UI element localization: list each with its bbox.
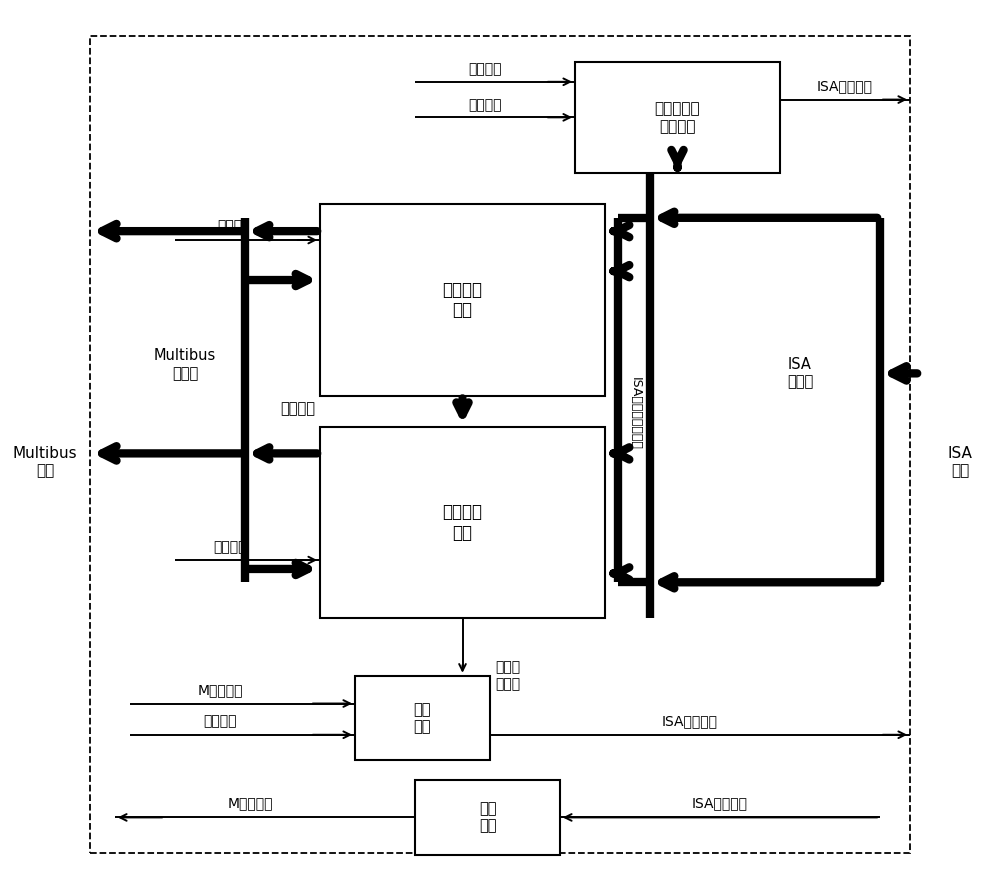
- Text: 状态转移
电路: 状态转移 电路: [442, 281, 482, 319]
- Bar: [575, 62, 780, 173]
- Text: 总复位: 总复位: [495, 677, 520, 692]
- Text: ISA
总线: ISA 总线: [948, 446, 972, 478]
- Text: M总线中断: M总线中断: [227, 797, 273, 810]
- Text: 时序控制: 时序控制: [280, 402, 315, 416]
- Text: ISA总线复位: ISA总线复位: [662, 715, 718, 728]
- Text: ISA总线中断: ISA总线中断: [692, 797, 748, 810]
- Text: ISA
三总线: ISA 三总线: [787, 357, 813, 389]
- Bar: [355, 676, 490, 760]
- Text: 时序处理
电路: 时序处理 电路: [442, 503, 482, 541]
- Text: Multibus
总线: Multibus 总线: [13, 446, 77, 478]
- Bar: [415, 780, 560, 855]
- Text: Multibus
三总线: Multibus 三总线: [154, 348, 216, 380]
- Text: 系统时钟: 系统时钟: [213, 540, 247, 554]
- Text: 系统复位: 系统复位: [468, 62, 502, 76]
- Text: ISA总线时钟的边沿: ISA总线时钟的边沿: [629, 377, 642, 450]
- Text: ISA总线时钟: ISA总线时钟: [817, 79, 873, 93]
- Bar: [320, 427, 605, 618]
- Text: 系统时钟: 系统时钟: [468, 98, 502, 112]
- Bar: [320, 204, 605, 396]
- Text: 系统复位: 系统复位: [203, 715, 237, 728]
- Text: 总复位: 总复位: [495, 660, 520, 674]
- Text: 中断
电路: 中断 电路: [479, 801, 496, 834]
- Text: 时钟分频与
取沿电路: 时钟分频与 取沿电路: [655, 101, 700, 134]
- Text: M总线复位: M总线复位: [197, 683, 243, 697]
- Bar: [90, 36, 910, 853]
- Text: 复位
电路: 复位 电路: [414, 701, 431, 734]
- Text: 总复位: 总复位: [217, 220, 243, 234]
